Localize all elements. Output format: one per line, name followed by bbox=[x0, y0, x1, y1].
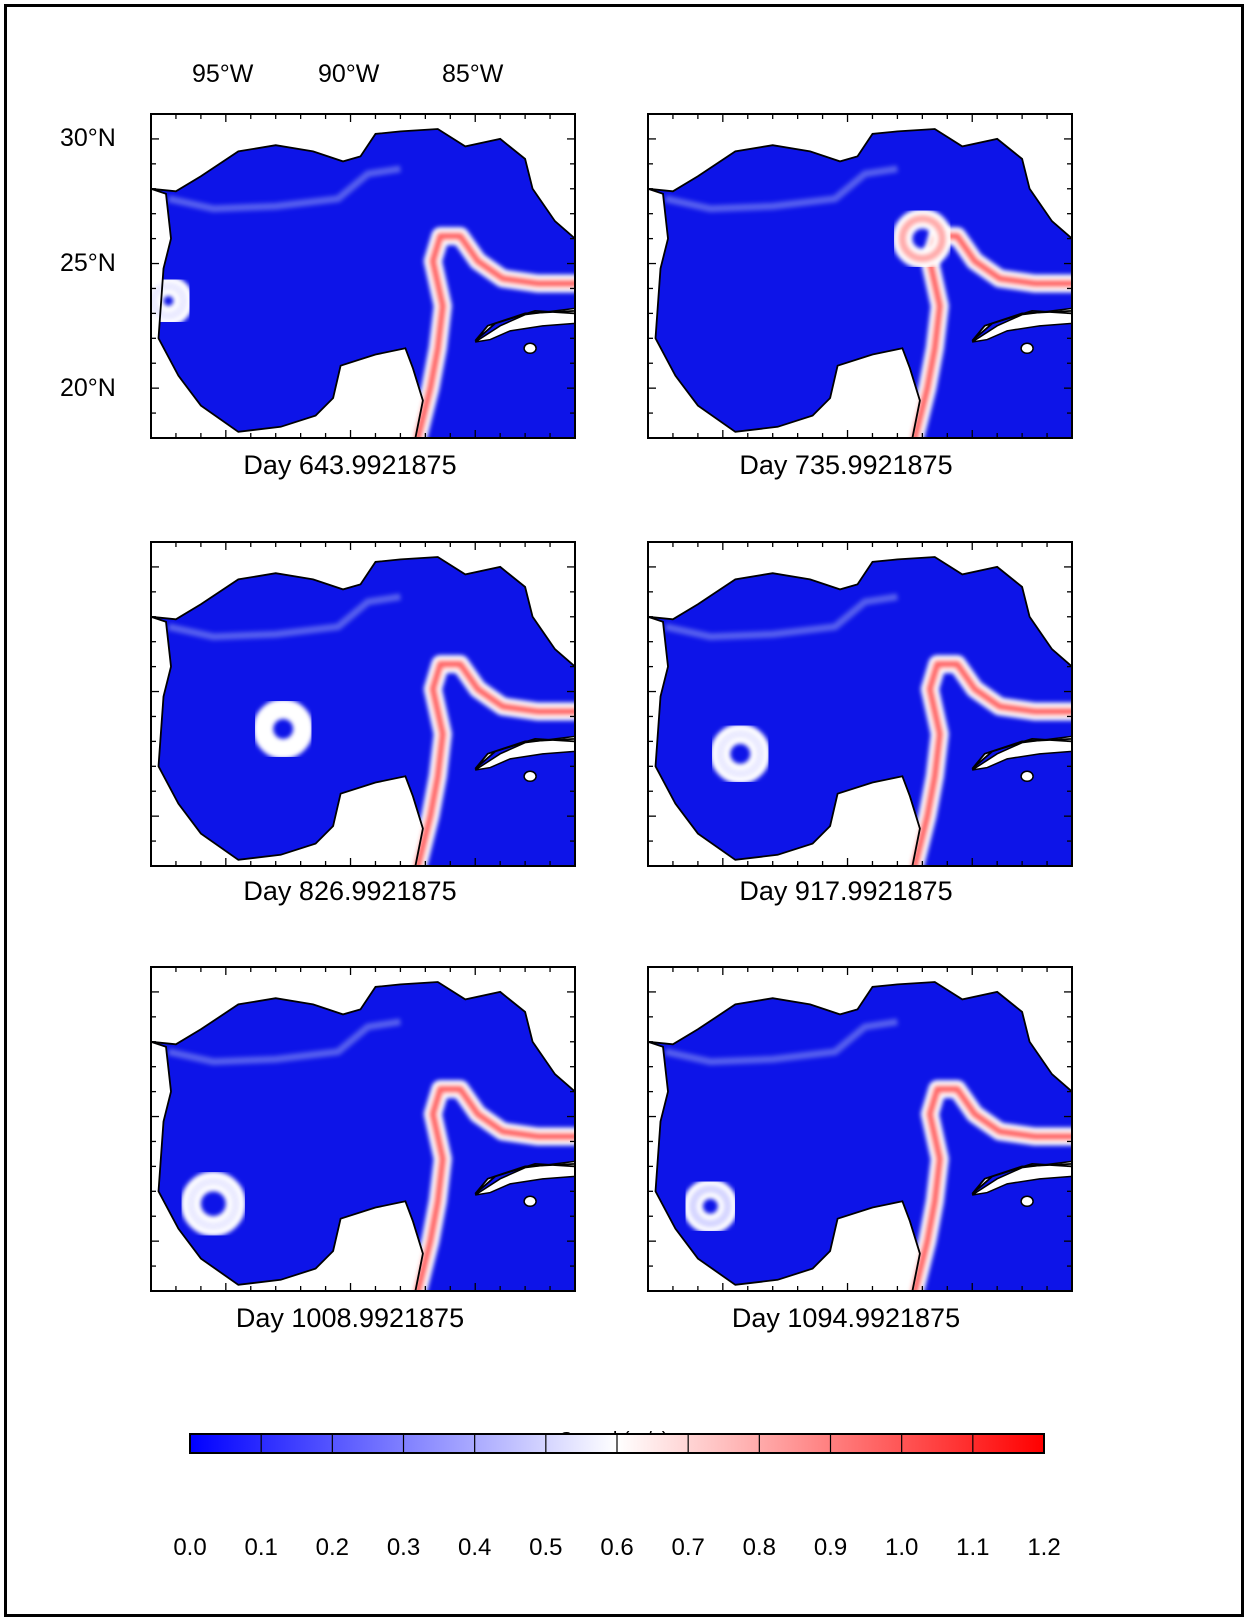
figure-frame bbox=[4, 4, 1244, 1617]
colorbar-tick-label: 1.2 bbox=[1027, 1534, 1061, 1561]
coastline bbox=[151, 981, 575, 1291]
lon-label-85w: 85°W bbox=[442, 60, 504, 88]
lon-label-95w: 95°W bbox=[192, 60, 254, 88]
map-frame bbox=[647, 113, 1073, 439]
map-ticks bbox=[647, 966, 1073, 1292]
shelf-currents bbox=[167, 165, 401, 213]
cuba-landmass bbox=[474, 735, 575, 771]
lat-label-30n: 30°N bbox=[60, 124, 116, 152]
isla-juventud bbox=[1020, 770, 1034, 783]
isla-juventud bbox=[1020, 1195, 1034, 1208]
coastline bbox=[648, 556, 1072, 866]
colorbar-tick-label: 0.3 bbox=[386, 1534, 421, 1561]
map-ticks bbox=[150, 541, 576, 867]
map-ticks bbox=[647, 113, 1073, 439]
colorbar-tick-label: 1.0 bbox=[884, 1534, 919, 1561]
loop-current bbox=[413, 1085, 575, 1291]
map-ticks bbox=[150, 966, 576, 1292]
cuba-landmass bbox=[474, 1160, 575, 1196]
panel-caption-5: Day 1008.9921875 bbox=[235, 1303, 465, 1333]
isla-juventud bbox=[1020, 342, 1034, 355]
panel-caption-6: Day 1094.9921875 bbox=[731, 1303, 961, 1333]
coastline bbox=[648, 128, 1072, 438]
shelf-currents bbox=[167, 593, 401, 641]
cuba-landmass bbox=[474, 307, 575, 343]
lon-label-90w: 90°W bbox=[318, 60, 380, 88]
panel-caption-4: Day 917.9921875 bbox=[739, 876, 953, 906]
loop-current bbox=[413, 660, 575, 866]
map-panel-1 bbox=[148, 111, 592, 445]
map-frame bbox=[150, 113, 576, 439]
panel-caption-1: Day 643.9921875 bbox=[243, 450, 457, 480]
map-panel-2 bbox=[645, 111, 1089, 445]
cuba-landmass bbox=[971, 735, 1072, 771]
map-frame bbox=[647, 541, 1073, 867]
loop-current bbox=[910, 1085, 1072, 1291]
map-panel-5 bbox=[148, 964, 592, 1298]
map-panel-3 bbox=[148, 539, 592, 873]
map-frame bbox=[647, 966, 1073, 1292]
lat-label-25n: 25°N bbox=[60, 249, 116, 277]
cuba-landmass bbox=[971, 1160, 1072, 1196]
isla-juventud bbox=[523, 1195, 537, 1208]
shelf-currents bbox=[664, 165, 898, 213]
shelf-currents bbox=[167, 1018, 401, 1066]
map-ticks bbox=[150, 113, 576, 439]
lat-label-20n: 20°N bbox=[60, 374, 116, 402]
map-panel-6 bbox=[645, 964, 1089, 1298]
panel-caption-2: Day 735.9921875 bbox=[739, 450, 953, 480]
colorbar-tick-label: 0.9 bbox=[813, 1534, 848, 1561]
loop-current bbox=[413, 232, 575, 438]
loop-current bbox=[910, 660, 1072, 866]
coastline bbox=[151, 556, 575, 866]
map-panel-4 bbox=[645, 539, 1089, 873]
colorbar-tick-label: 0.5 bbox=[529, 1534, 563, 1561]
isla-juventud bbox=[523, 342, 537, 355]
panel-caption-3: Day 826.9921875 bbox=[243, 876, 457, 906]
colorbar-tick-label: 0.6 bbox=[600, 1534, 634, 1561]
shelf-currents bbox=[664, 593, 898, 641]
shelf-currents bbox=[664, 1018, 898, 1066]
colorbar bbox=[189, 1433, 1045, 1454]
colorbar-tick-label: 0.1 bbox=[244, 1534, 278, 1561]
cuba-landmass bbox=[971, 307, 1072, 343]
colorbar-tick-label: 1.1 bbox=[956, 1534, 990, 1561]
map-ticks bbox=[647, 541, 1073, 867]
map-frame bbox=[150, 966, 576, 1292]
colorbar-tick-label: 0.8 bbox=[742, 1534, 777, 1561]
isla-juventud bbox=[523, 770, 537, 783]
colorbar-tick-label: 0.0 bbox=[173, 1534, 207, 1561]
colorbar-tick-label: 0.7 bbox=[671, 1534, 705, 1561]
colorbar-tick-label: 0.4 bbox=[457, 1534, 492, 1561]
colorbar-tick-label: 0.2 bbox=[315, 1534, 350, 1561]
coastline bbox=[151, 128, 575, 438]
map-frame bbox=[150, 541, 576, 867]
coastline bbox=[648, 981, 1072, 1291]
